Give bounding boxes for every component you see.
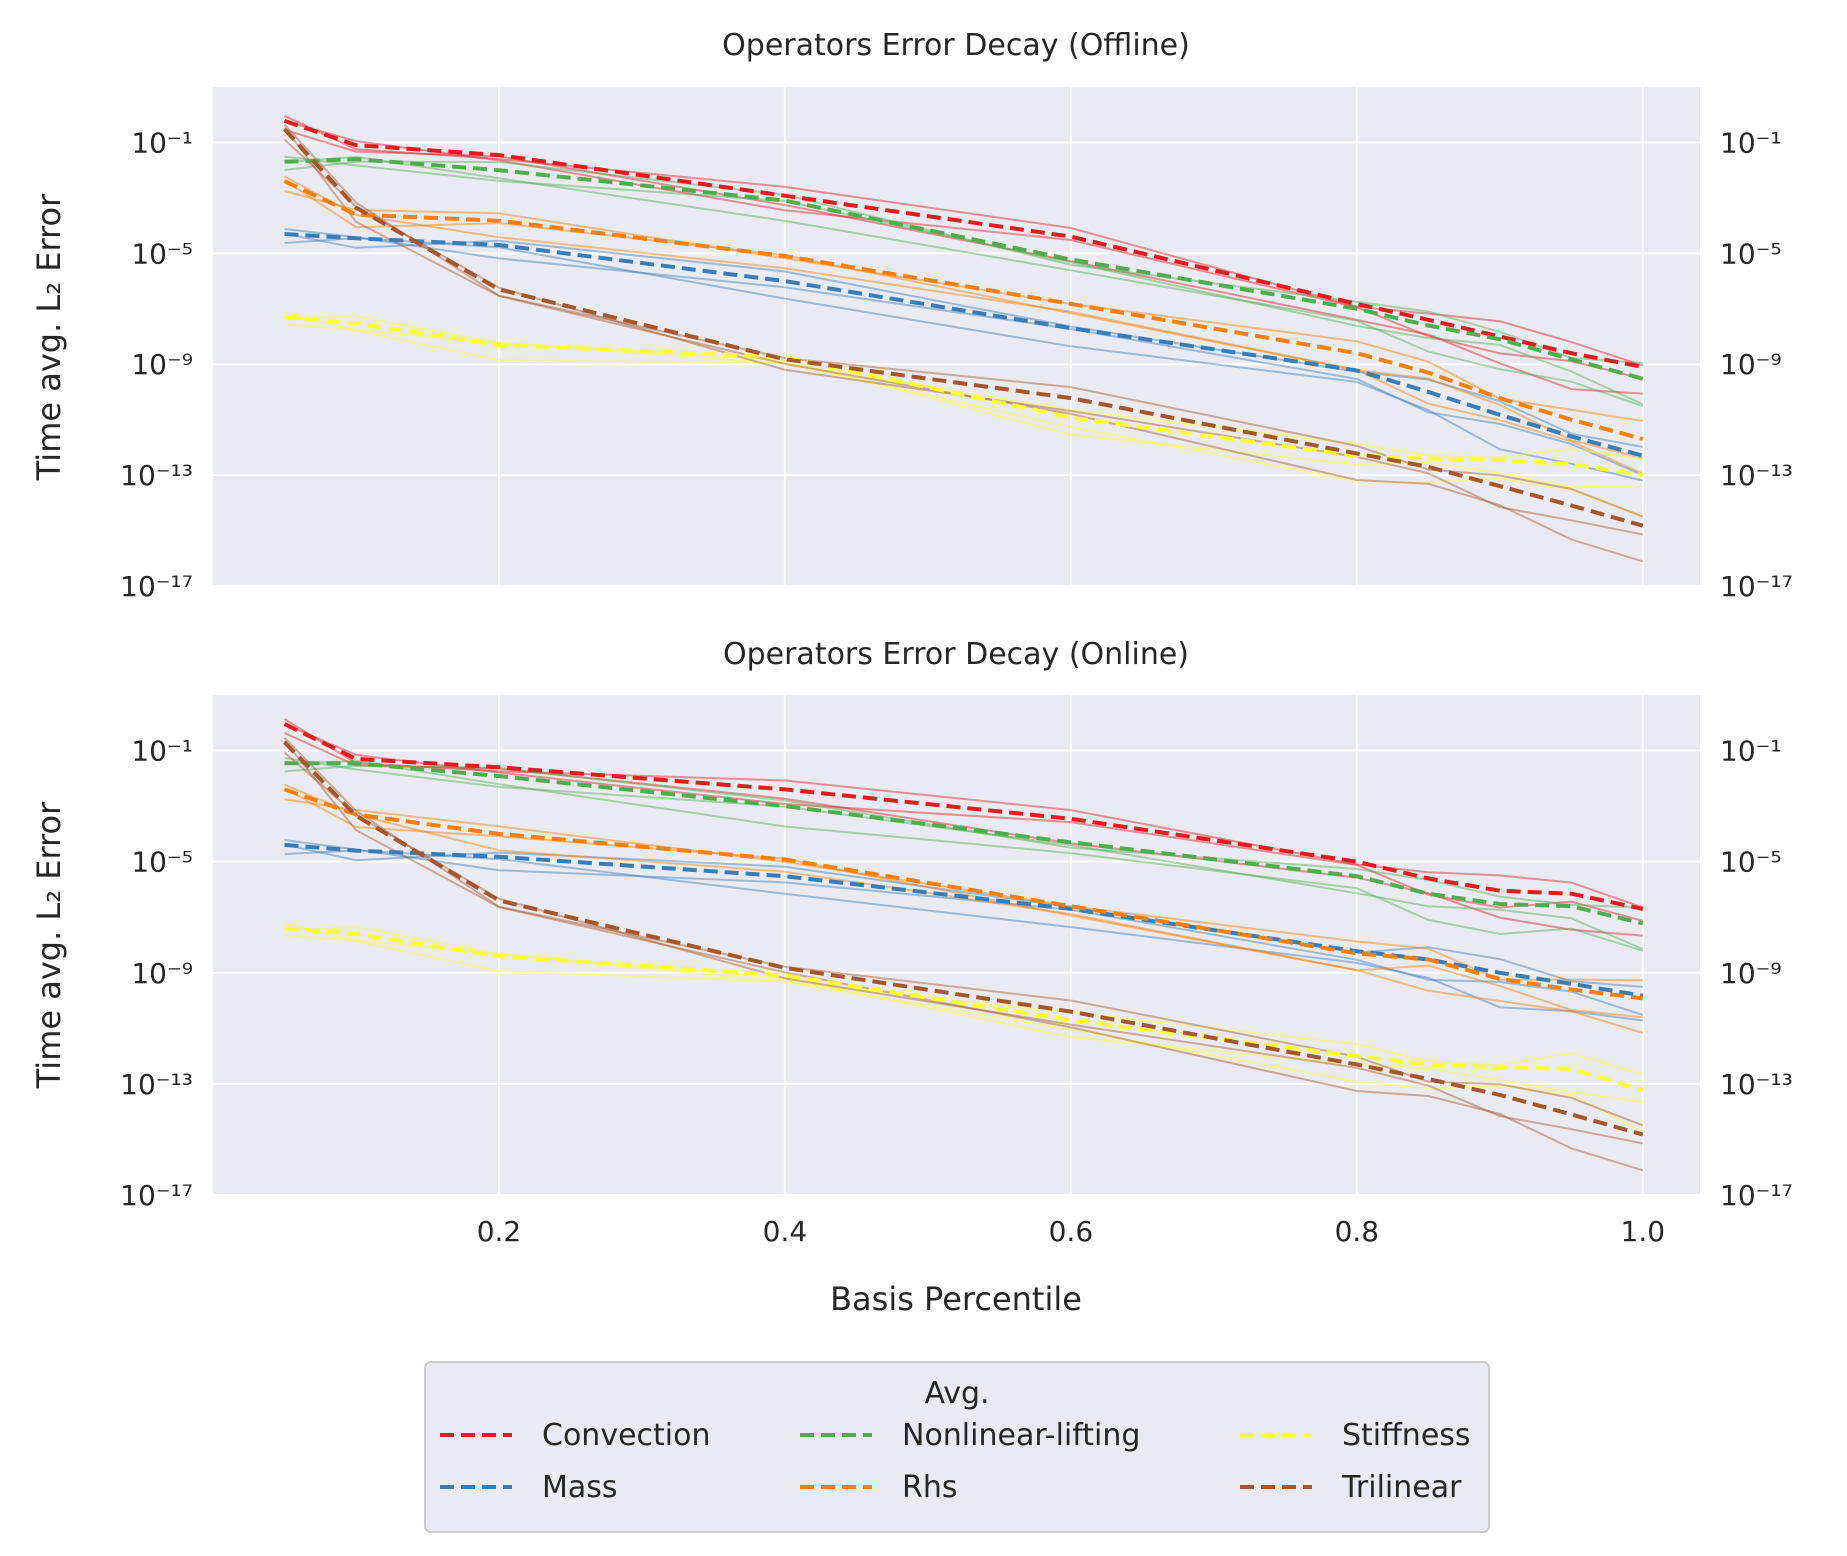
legend-label: Stiffness (1342, 1418, 1471, 1453)
series-run-trilinear (283, 737, 1644, 1127)
y-tick-label-left: 10⁻¹⁷ (120, 570, 193, 603)
y-tick-label-right: 10⁻¹ (1720, 126, 1782, 159)
panel-online-plot-area (213, 695, 1700, 1195)
y-tick-label-left: 10⁻¹ (131, 735, 193, 768)
panel-offline-series (283, 114, 1644, 563)
legend-label: Rhs (902, 1470, 958, 1505)
y-tick-label-left: 10⁻⁹ (131, 957, 193, 990)
series-run-convection (284, 128, 1643, 395)
series-run-stiffness (284, 925, 1644, 1076)
y-tick-label-right: 10⁻⁹ (1720, 957, 1782, 990)
y-tick-label-left: 10⁻⁵ (131, 237, 193, 270)
series-run-trilinear (283, 124, 1644, 518)
panel-online-ylabel: Time avg. L₂ Error (30, 801, 68, 1089)
series-run-stiffness (284, 934, 1643, 1103)
series-avg-convection (283, 119, 1644, 369)
series-run-mass (284, 236, 1644, 482)
series-run-mass (284, 228, 1644, 477)
series-run-rhs (284, 798, 1643, 982)
series-run-nonlinear-lifting (284, 759, 1644, 952)
legend-entry-convection: Convection (440, 1418, 711, 1453)
series-avg-convection (283, 722, 1644, 911)
legend-label: Mass (542, 1470, 618, 1505)
series-avg-stiffness (284, 315, 1644, 478)
legend-entry-rhs: Rhs (800, 1470, 958, 1505)
y-tick-label-right: 10⁻⁵ (1720, 237, 1782, 270)
y-tick-label-right: 10⁻¹³ (1720, 1068, 1793, 1101)
series-avg-mass (284, 232, 1644, 458)
panel-offline-yticks-right: 10⁻¹ 10⁻⁵ 10⁻⁹ 10⁻¹³ 10⁻¹⁷ (1720, 126, 1793, 603)
y-tick-label-left: 10⁻¹³ (120, 1068, 193, 1101)
series-avg-nonlinear-lifting (284, 761, 1644, 926)
series-run-trilinear (283, 138, 1643, 536)
legend-entries: Convection Mass Nonlinear-lifting Rhs Stiffn… (440, 1418, 1471, 1505)
legend-label: Nonlinear-lifting (902, 1418, 1140, 1453)
series-avg-mass (284, 842, 1644, 998)
panel-online: Operators Error Decay (Online) 10⁻¹10⁻⁵1… (30, 637, 1793, 1318)
series-avg-trilinear (283, 127, 1644, 528)
y-tick-label-left: 10⁻¹ (131, 126, 193, 159)
legend-entry-trilinear: Trilinear (1240, 1470, 1462, 1505)
y-tick-label-left: 10⁻⁵ (131, 846, 193, 879)
series-run-rhs (284, 175, 1644, 475)
y-tick-label-right: 10⁻¹³ (1720, 459, 1793, 492)
legend-label: Trilinear (1341, 1470, 1462, 1505)
series-run-convection (283, 718, 1644, 909)
series-run-convection (284, 114, 1644, 367)
series-run-mass (284, 849, 1643, 1022)
series-run-trilinear (283, 127, 1644, 563)
panel-offline-ylabel: Time avg. L₂ Error (30, 193, 68, 481)
legend-title: Avg. (924, 1376, 989, 1411)
panel-offline-title: Operators Error Decay (Offline) (722, 28, 1190, 63)
panel-online-yticks-right: 10⁻¹ 10⁻⁵ 10⁻⁹ 10⁻¹³ 10⁻¹⁷ (1720, 735, 1793, 1212)
x-tick-label: 0.6 (1049, 1215, 1094, 1248)
series-run-rhs (283, 179, 1644, 460)
series-run-trilinear (283, 740, 1644, 1172)
series-run-trilinear (283, 751, 1643, 1145)
panel-online-series (283, 718, 1644, 1172)
series-avg-rhs (283, 787, 1644, 1001)
legend-entry-stiffness: Stiffness (1240, 1418, 1471, 1453)
x-tick-label: 0.8 (1335, 1215, 1380, 1248)
panel-offline-plot-area (213, 87, 1700, 586)
y-tick-label-right: 10⁻¹ (1720, 735, 1782, 768)
x-tick-label: 0.4 (763, 1215, 808, 1248)
y-tick-label-left: 10⁻¹⁷ (120, 1179, 193, 1212)
series-avg-nonlinear-lifting (284, 157, 1644, 381)
legend-entry-nonlinear-lifting: Nonlinear-lifting (800, 1418, 1140, 1453)
panel-online-xticks: 0.2 0.4 0.6 0.8 1.0 (477, 1215, 1665, 1248)
legend-label: Convection (542, 1418, 711, 1453)
y-tick-label-right: 10⁻⁵ (1720, 846, 1782, 879)
series-run-stiffness (284, 323, 1643, 489)
series-run-rhs (284, 783, 1644, 1034)
y-tick-label-left: 10⁻⁹ (131, 348, 193, 381)
x-tick-label: 0.2 (477, 1215, 522, 1248)
series-run-nonlinear-lifting (284, 155, 1644, 408)
series-run-mass (284, 839, 1644, 1017)
panel-offline-yticks-left: 10⁻¹ 10⁻⁵ 10⁻⁹ 10⁻¹³ 10⁻¹⁷ (120, 126, 193, 603)
y-tick-label-right: 10⁻¹⁷ (1720, 570, 1793, 603)
series-avg-trilinear (283, 740, 1644, 1137)
panel-online-xlabel: Basis Percentile (830, 1280, 1082, 1318)
y-tick-label-right: 10⁻⁹ (1720, 348, 1782, 381)
legend-box (424, 1361, 1490, 1533)
legend-entry-mass: Mass (440, 1470, 618, 1505)
series-run-nonlinear-lifting (284, 155, 1644, 406)
y-tick-label-right: 10⁻¹⁷ (1720, 1179, 1793, 1212)
series-run-rhs (284, 190, 1643, 422)
series-run-stiffness (284, 921, 1644, 1133)
series-avg-rhs (283, 179, 1644, 441)
y-tick-label-left: 10⁻¹³ (120, 459, 193, 492)
panel-online-yticks-left: 10⁻¹ 10⁻⁵ 10⁻⁹ 10⁻¹³ 10⁻¹⁷ (120, 735, 193, 1212)
panel-offline: Operators Error Decay (Offline) 10⁻¹ 10⁻⁵… (30, 28, 1793, 603)
series-run-stiffness (284, 310, 1644, 518)
x-tick-label: 1.0 (1621, 1215, 1666, 1248)
legend: Avg. Convection Mass Nonlinear-lifting Rhs S… (424, 1361, 1490, 1533)
panel-online-title: Operators Error Decay (Online) (723, 637, 1189, 672)
series-run-nonlinear-lifting (284, 757, 1644, 950)
series-run-rhs (284, 787, 1643, 1019)
